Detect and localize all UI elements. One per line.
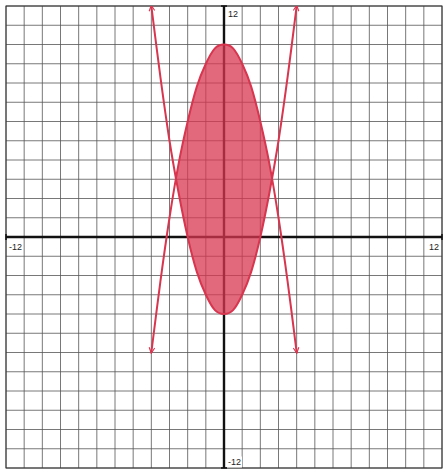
x-tick	[441, 234, 443, 240]
x-tick-label: 12	[429, 242, 439, 252]
label-ground	[227, 457, 242, 468]
label-ground	[8, 242, 23, 253]
chart: -12 12 -12 12	[0, 0, 448, 474]
curve	[151, 6, 296, 314]
x-tick-label: -12	[9, 242, 22, 252]
ticks: -12 12 -12 12	[6, 6, 442, 468]
y-tick	[221, 467, 227, 469]
plot-area	[151, 6, 296, 468]
y-tick-label: 12	[228, 9, 238, 19]
plot-frame	[6, 6, 442, 468]
label-ground	[428, 242, 440, 253]
shade-group	[151, 45, 296, 469]
label-ground	[227, 9, 239, 20]
x-tick	[5, 234, 7, 240]
grid	[6, 6, 442, 468]
y-tick-label: -12	[228, 457, 241, 467]
curve	[151, 45, 296, 353]
y-tick	[221, 5, 227, 7]
shaded-region	[151, 45, 296, 469]
